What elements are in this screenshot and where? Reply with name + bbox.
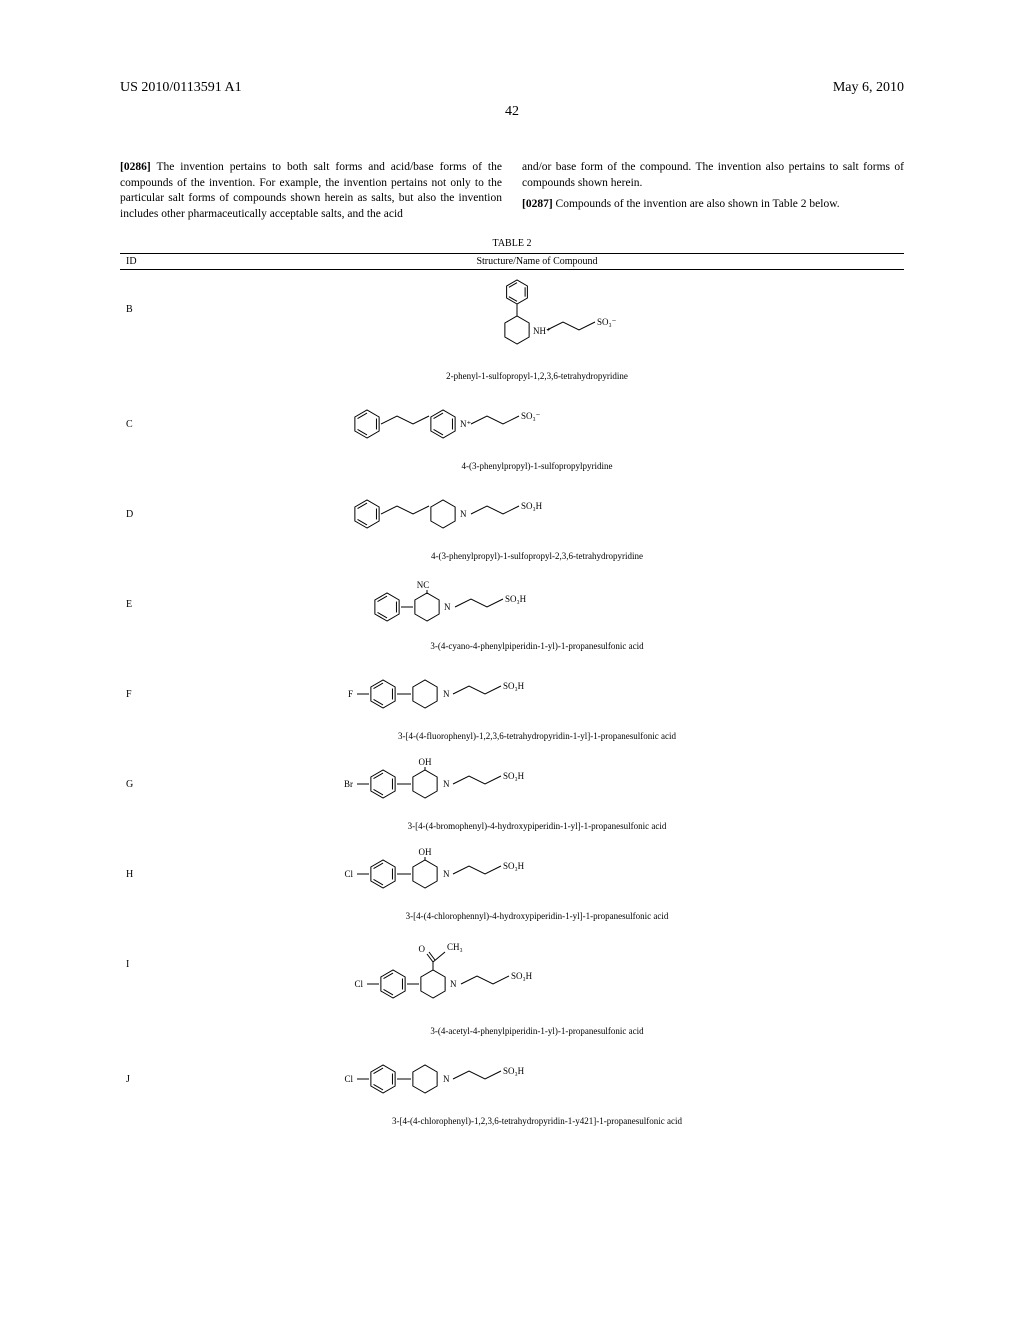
table-row: D N SO₃H 4-(3-phenylpropyl)-1-sulfopropyl-2…: [120, 475, 904, 565]
compound-id: F: [120, 659, 170, 700]
table-header: ID Structure/Name of Compound: [120, 253, 904, 270]
para-text-0286: The invention pertains to both salt form…: [120, 161, 502, 220]
table-row: E NC N SO₃H 3-(4-cyano-4-phenylpiperidin-1-y…: [120, 565, 904, 655]
para-num-0287: [0287]: [522, 198, 553, 210]
compound-id: H: [120, 839, 170, 880]
table-row: F F N SO₃H 3-[4-(4-fluorophenyl)-1,2,3,6-tet…: [120, 655, 904, 745]
table-body: B NH⁺ SO₃⁻ 2-phenyl-1-sulfopropyl-1,2,3,6-t…: [120, 270, 904, 1130]
compound-name: 2-phenyl-1-sulfopropyl-1,2,3,6-tetrahydr…: [446, 371, 628, 381]
compound-id: G: [120, 749, 170, 790]
svg-text:N: N: [443, 779, 450, 789]
svg-text:SO₃H: SO₃H: [503, 1066, 525, 1076]
chemical-structure-icon: N SO₃H: [327, 479, 747, 549]
compound-cell: NH⁺ SO₃⁻ 2-phenyl-1-sulfopropyl-1,2,3,6-te…: [170, 274, 904, 381]
svg-text:SO₃H: SO₃H: [503, 771, 525, 781]
table-row: H Cl OH N SO₃H 3-[4-(4-chlorophennyl)-4-hydro…: [120, 835, 904, 925]
svg-text:F: F: [348, 689, 353, 699]
para-num-0286: [0286]: [120, 161, 151, 173]
compound-id: E: [120, 569, 170, 610]
svg-text:Cl: Cl: [344, 1074, 353, 1084]
table-row: C N⁺ SO₃⁻ 4-(3-phenylpropyl)-1-sulfopropylp…: [120, 385, 904, 475]
compound-id: D: [120, 479, 170, 520]
compound-id: C: [120, 389, 170, 430]
compound-name: 3-[4-(4-chlorophenyl)-1,2,3,6-tetrahydro…: [392, 1116, 682, 1126]
chemical-structure-icon: Cl OH N SO₃H: [327, 839, 747, 909]
compound-name: 4-(3-phenylpropyl)-1-sulfopropylpyridine: [462, 461, 613, 471]
compound-id: J: [120, 1044, 170, 1085]
compound-cell: Cl N SO₃H 3-[4-(4-chlorophenyl)-1,2,3,6-tet…: [170, 1044, 904, 1126]
compound-name: 3-(4-acetyl-4-phenylpiperidin-1-yl)-1-pr…: [430, 1026, 643, 1036]
header-id: ID: [120, 256, 170, 267]
svg-text:SO₃H: SO₃H: [503, 861, 525, 871]
svg-text:O: O: [419, 944, 426, 954]
table-2: TABLE 2 ID Structure/Name of Compound BN…: [120, 238, 904, 1130]
svg-text:OH: OH: [419, 757, 432, 767]
compound-id: I: [120, 929, 170, 970]
chemical-structure-icon: Br OH N SO₃H: [327, 749, 747, 819]
compound-cell: Br OH N SO₃H 3-[4-(4-bromophenyl)-4-hydroxyp…: [170, 749, 904, 831]
right-column: and/or base form of the compound. The in…: [522, 160, 904, 222]
chemical-structure-icon: Cl N SO₃H: [327, 1044, 747, 1114]
left-column: [0286] The invention pertains to both sa…: [120, 160, 502, 222]
svg-text:N: N: [444, 602, 451, 612]
compound-cell: Cl OH N SO₃H 3-[4-(4-chlorophennyl)-4-hydrox…: [170, 839, 904, 921]
table-row: J Cl N SO₃H 3-[4-(4-chlorophenyl)-1,2,3,6-te…: [120, 1040, 904, 1130]
compound-cell: Cl O CH₃ N SO₃H 3-(4-acetyl-4-phenylpiperidin…: [170, 929, 904, 1036]
para-text-0287: Compounds of the invention are also show…: [553, 198, 840, 210]
chemical-structure-icon: NC N SO₃H: [327, 569, 747, 639]
table-row: G Br OH N SO₃H 3-[4-(4-bromophenyl)-4-hydroxy…: [120, 745, 904, 835]
chemical-structure-icon: N⁺ SO₃⁻: [327, 389, 747, 459]
svg-text:Cl: Cl: [354, 979, 363, 989]
compound-name: 3-[4-(4-bromophenyl)-4-hydroxypiperidin-…: [408, 821, 667, 831]
table-row: B NH⁺ SO₃⁻ 2-phenyl-1-sulfopropyl-1,2,3,6-t…: [120, 270, 904, 385]
compound-name: 4-(3-phenylpropyl)-1-sulfopropyl-2,3,6-t…: [431, 551, 643, 561]
table-row: I Cl O CH₃ N SO₃H 3-(4-acetyl-4-phenylpiperidi…: [120, 925, 904, 1040]
svg-text:SO₃H: SO₃H: [505, 594, 527, 604]
svg-text:SO₃⁻: SO₃⁻: [597, 317, 617, 327]
compound-name: 3-[4-(4-chlorophennyl)-4-hydroxypiperidi…: [406, 911, 669, 921]
compound-id: B: [120, 274, 170, 315]
compound-name: 3-(4-cyano-4-phenylpiperidin-1-yl)-1-pro…: [430, 641, 643, 651]
table-caption: TABLE 2: [120, 238, 904, 249]
compound-cell: N SO₃H 4-(3-phenylpropyl)-1-sulfopropyl-2,…: [170, 479, 904, 561]
svg-text:N: N: [450, 979, 457, 989]
svg-text:Cl: Cl: [344, 869, 353, 879]
patent-number: US 2010/0113591 A1: [120, 80, 242, 96]
compound-cell: F N SO₃H 3-[4-(4-fluorophenyl)-1,2,3,6-tetr…: [170, 659, 904, 741]
svg-text:N: N: [460, 509, 467, 519]
svg-text:N: N: [443, 869, 450, 879]
svg-text:SO₃⁻: SO₃⁻: [521, 411, 541, 421]
paragraph-continuation: and/or base form of the compound. The in…: [522, 160, 904, 191]
page-header: US 2010/0113591 A1 May 6, 2010: [120, 80, 904, 96]
svg-text:N: N: [443, 689, 450, 699]
paragraph-0287: [0287] Compounds of the invention are al…: [522, 197, 904, 213]
svg-text:N⁺: N⁺: [460, 419, 471, 429]
svg-text:Br: Br: [344, 779, 353, 789]
svg-text:CH₃: CH₃: [447, 942, 463, 952]
compound-name: 3-[4-(4-fluorophenyl)-1,2,3,6-tetrahydro…: [398, 731, 676, 741]
header-name: Structure/Name of Compound: [170, 256, 904, 267]
chemical-structure-icon: NH⁺ SO₃⁻: [387, 274, 687, 369]
svg-text:NH⁺: NH⁺: [533, 326, 551, 336]
svg-text:N: N: [443, 1074, 450, 1084]
page-number: 42: [120, 104, 904, 120]
publication-date: May 6, 2010: [833, 80, 904, 96]
paragraph-0286: [0286] The invention pertains to both sa…: [120, 160, 502, 222]
chemical-structure-icon: Cl O CH₃ N SO₃H: [327, 929, 747, 1024]
svg-text:NC: NC: [417, 580, 430, 590]
compound-cell: N⁺ SO₃⁻ 4-(3-phenylpropyl)-1-sulfopropylpy…: [170, 389, 904, 471]
chemical-structure-icon: F N SO₃H: [327, 659, 747, 729]
svg-text:OH: OH: [419, 847, 432, 857]
svg-text:SO₃H: SO₃H: [521, 501, 543, 511]
compound-cell: NC N SO₃H 3-(4-cyano-4-phenylpiperidin-1-yl…: [170, 569, 904, 651]
svg-text:SO₃H: SO₃H: [503, 681, 525, 691]
svg-text:SO₃H: SO₃H: [511, 971, 533, 981]
body-columns: [0286] The invention pertains to both sa…: [120, 160, 904, 222]
